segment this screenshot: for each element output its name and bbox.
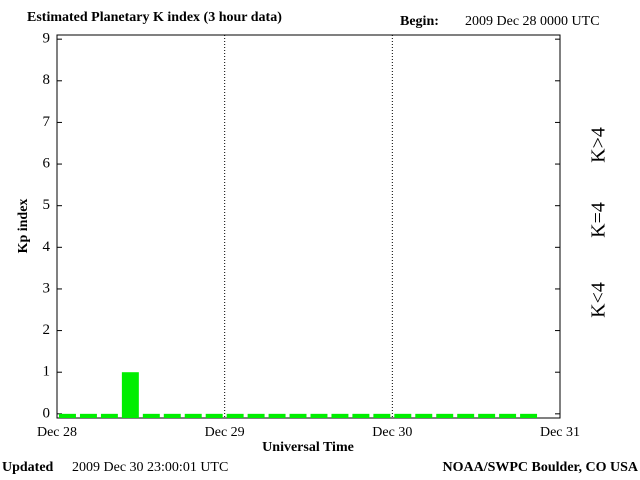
- bar: [100, 413, 118, 418]
- y-tick-label: 8: [43, 72, 51, 88]
- y-tick-label: 6: [43, 155, 51, 171]
- y-tick-label: 7: [43, 114, 51, 130]
- y-tick-label: 1: [43, 364, 51, 380]
- bar: [394, 413, 412, 418]
- legend-label: K=4: [588, 202, 610, 238]
- y-tick-label: 5: [43, 197, 51, 213]
- x-tick-label: Dec 30: [372, 425, 412, 440]
- bar: [247, 413, 265, 418]
- bar: [499, 413, 517, 418]
- x-tick-label: Dec 28: [37, 425, 77, 440]
- y-tick-label: 2: [43, 322, 51, 338]
- y-tick-label: 0: [43, 405, 51, 421]
- bar: [415, 413, 433, 418]
- bar: [352, 413, 370, 418]
- bar: [520, 413, 538, 418]
- legend-label: K>4: [588, 127, 610, 163]
- x-tick-label: Dec 31: [540, 425, 580, 440]
- y-tick-label: 3: [43, 280, 51, 296]
- bar: [268, 413, 286, 418]
- legend-label: K<4: [588, 282, 610, 318]
- begin-value: 2009 Dec 28 0000 UTC: [465, 14, 600, 29]
- bar: [121, 372, 139, 418]
- bar: [205, 413, 223, 418]
- bar: [163, 413, 181, 418]
- updated-label: Updated: [2, 460, 54, 475]
- plot-frame: [56, 34, 561, 419]
- begin-label: Begin:: [400, 14, 439, 29]
- bar: [478, 413, 496, 418]
- bar: [310, 413, 328, 418]
- chart-title: Estimated Planetary K index (3 hour data…: [27, 10, 282, 25]
- bar: [79, 413, 97, 418]
- bar: [289, 413, 307, 418]
- updated-value: 2009 Dec 30 23:00:01 UTC: [72, 460, 228, 475]
- bar: [373, 413, 391, 418]
- bar: [331, 413, 349, 418]
- bar: [226, 413, 244, 418]
- bar: [59, 413, 76, 418]
- x-axis-label: Universal Time: [262, 440, 354, 455]
- y-tick-label: 4: [43, 239, 51, 255]
- bar: [457, 413, 475, 418]
- source: NOAA/SWPC Boulder, CO USA: [442, 460, 638, 475]
- y-axis-label: Kp index: [16, 199, 31, 254]
- x-tick-label: Dec 29: [205, 425, 245, 440]
- bar: [436, 413, 454, 418]
- bar: [142, 413, 160, 418]
- bar: [184, 413, 202, 418]
- y-tick-label: 9: [43, 31, 51, 47]
